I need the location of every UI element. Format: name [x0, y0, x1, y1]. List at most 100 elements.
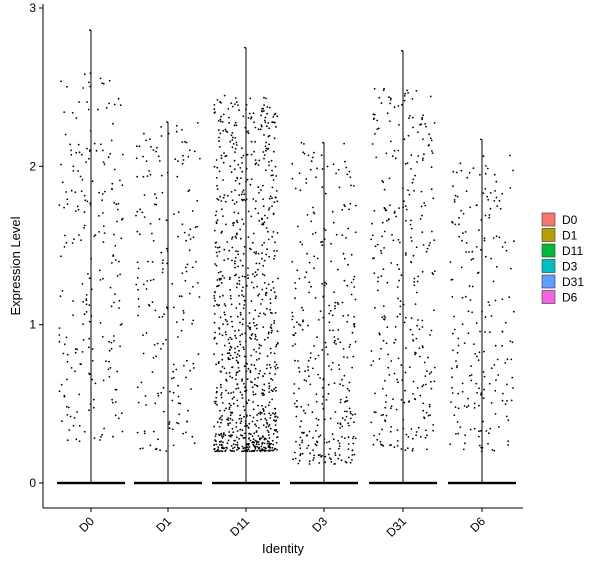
data-point [237, 329, 240, 332]
data-point [417, 131, 419, 134]
data-point [321, 168, 324, 170]
data-point [215, 251, 218, 254]
data-point [115, 203, 118, 206]
data-point [217, 271, 220, 274]
data-point [482, 371, 485, 373]
data-point [102, 149, 104, 152]
data-point [493, 364, 496, 366]
data-point [384, 420, 387, 423]
data-point [332, 163, 335, 166]
data-point [188, 234, 190, 236]
data-point [339, 401, 342, 404]
data-point [266, 307, 268, 310]
data-point [294, 332, 297, 334]
data-point [231, 397, 234, 400]
data-point [251, 441, 254, 444]
data-point [58, 204, 61, 207]
data-point [424, 123, 426, 125]
data-point [238, 283, 241, 285]
data-point [271, 398, 273, 401]
data-point [270, 289, 273, 292]
data-point [253, 251, 256, 254]
data-point [249, 371, 252, 374]
data-point [241, 323, 244, 326]
data-point [231, 419, 234, 421]
data-point [374, 392, 376, 395]
data-point [168, 427, 171, 430]
data-point [429, 242, 431, 244]
data-point [239, 334, 242, 337]
data-point [61, 181, 64, 184]
data-point [374, 245, 377, 248]
data-point [216, 99, 219, 101]
data-point [221, 353, 224, 356]
data-point [411, 116, 414, 119]
data-point [455, 171, 458, 174]
data-point [111, 182, 114, 185]
data-point [273, 250, 275, 252]
data-point [302, 409, 305, 412]
data-point [333, 291, 335, 293]
data-point [85, 294, 88, 296]
data-point [335, 172, 337, 175]
data-point [217, 450, 219, 453]
data-point [261, 392, 263, 395]
data-point [251, 420, 254, 423]
data-point [351, 454, 354, 456]
data-point [216, 421, 219, 424]
data-point [93, 235, 96, 238]
data-point [291, 318, 294, 321]
data-point [263, 338, 266, 341]
data-point [261, 448, 264, 450]
data-point [235, 356, 238, 359]
data-point [328, 329, 331, 332]
data-point [227, 419, 230, 421]
data-point [424, 375, 427, 377]
data-point [490, 367, 493, 370]
data-point [315, 444, 318, 447]
data-point [172, 444, 175, 447]
data-point [242, 450, 245, 453]
data-point [238, 194, 241, 197]
data-point [246, 362, 249, 365]
data-point [227, 439, 230, 442]
data-point [87, 273, 89, 275]
data-point [238, 109, 241, 112]
data-point [103, 163, 106, 166]
data-point [347, 448, 350, 450]
data-point [221, 365, 224, 368]
data-point [376, 280, 379, 283]
data-point [457, 337, 460, 340]
data-point [61, 420, 63, 423]
legend-swatch-d11 [541, 243, 556, 258]
data-point [246, 402, 249, 405]
data-point [111, 262, 113, 264]
data-point [228, 249, 231, 252]
data-point [348, 407, 351, 410]
data-point [233, 168, 236, 171]
data-point [186, 420, 189, 423]
data-point [391, 155, 394, 158]
data-point [239, 414, 242, 417]
data-point [160, 174, 163, 177]
data-point [348, 424, 350, 427]
data-point [350, 184, 352, 187]
data-point [227, 422, 230, 425]
data-point [70, 153, 73, 156]
data-point [509, 340, 512, 343]
data-point [218, 136, 220, 139]
data-point [275, 345, 277, 348]
data-point [94, 382, 97, 385]
data-point [214, 263, 217, 265]
data-point [215, 177, 218, 179]
data-point [235, 444, 237, 446]
data-point [247, 132, 250, 135]
data-point [236, 446, 239, 449]
data-point [248, 112, 251, 115]
data-point [219, 444, 221, 446]
data-point [116, 275, 119, 277]
data-point [101, 82, 104, 84]
data-point [146, 280, 149, 282]
data-point [254, 448, 257, 450]
data-point [247, 117, 250, 119]
